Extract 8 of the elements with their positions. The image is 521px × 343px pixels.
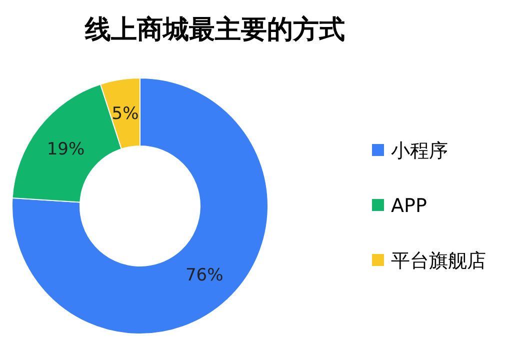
legend-label: 小程序 <box>391 140 448 162</box>
chart-title: 线上商城最主要的方式 <box>84 15 345 45</box>
legend-label: APP <box>391 195 427 217</box>
donut-slice <box>12 78 268 334</box>
legend-label: 平台旗舰店 <box>391 250 486 272</box>
data-label: 76% <box>185 266 224 286</box>
data-label: 5% <box>112 104 139 124</box>
data-label: 19% <box>46 139 85 160</box>
